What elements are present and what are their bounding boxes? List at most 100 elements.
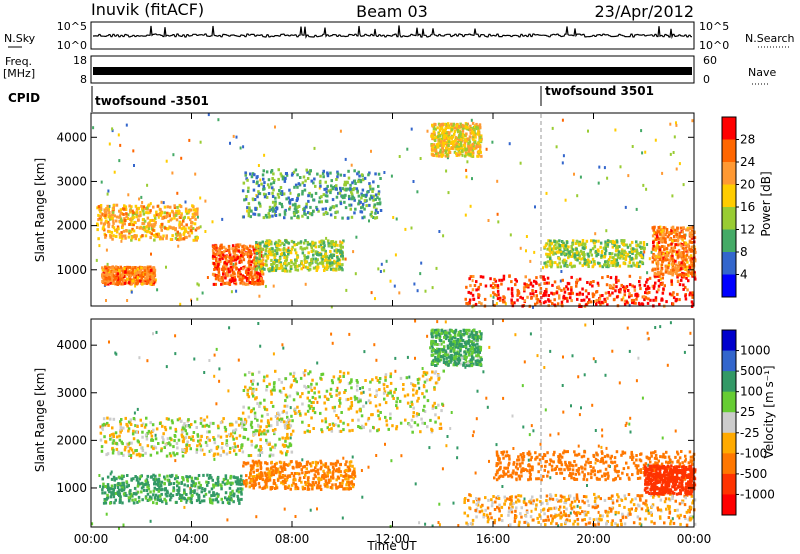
power-feature-0-cell [193, 213, 196, 217]
power-feature-0-cell [100, 221, 103, 225]
power-feature-7-cell [458, 151, 461, 155]
velocity-feature-0-cell [104, 440, 108, 444]
power-feature-2-cell [256, 278, 260, 282]
power-feature-0-cell [173, 216, 176, 220]
power-feature-1-cell [108, 270, 111, 274]
power-feature-6-cell [349, 187, 352, 191]
power-feature-3-cell [338, 265, 341, 269]
power-feature-6-cell [361, 194, 364, 198]
power-feature-2-cell [253, 270, 257, 274]
power-feature-3-cell [281, 241, 284, 245]
power-feature-0-cell [164, 226, 167, 230]
power-feature-0-cell [185, 211, 189, 215]
power-feature-3-cell [300, 267, 303, 271]
power-feature-5-cell [659, 239, 663, 243]
power-feature-7-cell [433, 133, 436, 137]
power-feature-8-cell [642, 241, 646, 244]
power-feature-1-cell [117, 281, 121, 285]
power-feature-2-cell [231, 279, 234, 283]
power-noise-cell [576, 194, 579, 198]
power-feature-7-cell [450, 122, 453, 126]
power-noise-cell [98, 244, 101, 248]
power-noise-cell [426, 129, 429, 133]
velocity-feature-1-cell [137, 480, 140, 484]
velocity-feature-0-cell [217, 434, 220, 438]
velocity-noise-cell [570, 404, 572, 408]
velocity-noise-cell [282, 346, 285, 350]
velocity-feature-0-cell [235, 436, 238, 440]
power-feature-8-cell [546, 255, 549, 259]
velocity-noise-cell [258, 433, 260, 437]
velocity-feature-0-cell [258, 428, 262, 432]
velocity-noise-cell [647, 337, 650, 341]
power-feature-0-cell [182, 219, 185, 223]
power-feature-6-cell [288, 207, 291, 211]
velocity-feature-1-cell [122, 481, 125, 485]
power-feature-6-cell [296, 210, 300, 214]
power-feature-4-cell [578, 277, 582, 281]
power-feature-3-cell [337, 267, 341, 271]
power-noise-cell [598, 165, 601, 169]
power-feature-8-cell [616, 248, 620, 252]
power-feature-1-cell [124, 270, 127, 274]
velocity-noise-cell [495, 443, 498, 447]
power-feature-2-cell [217, 267, 221, 271]
power-feature-6-cell [279, 192, 283, 195]
power-feature-3-cell [304, 239, 307, 243]
power-feature-1-cell [149, 280, 152, 284]
power-feature-8-cell [631, 252, 634, 255]
power-feature-0-cell [177, 238, 181, 242]
power-feature-5-cell [690, 236, 694, 240]
power-feature-5-cell [664, 240, 667, 243]
power-feature-2-cell [240, 266, 243, 270]
power-feature-7-cell [447, 144, 450, 147]
power-feature-2-cell [225, 272, 228, 276]
power-feature-2-cell [247, 249, 250, 253]
velocity-feature-0-cell [274, 428, 277, 431]
power-feature-4-cell [539, 287, 543, 290]
power-feature-3-cell [264, 249, 268, 252]
power-noise-cell [469, 204, 472, 208]
power-heatmap [92, 113, 697, 309]
power-feature-7-cell [442, 144, 445, 147]
power-feature-6-cell [374, 216, 377, 220]
power-feature-5-cell [690, 229, 694, 233]
power-feature-5-cell [658, 245, 661, 249]
velocity-feature-0-cell [219, 435, 223, 439]
power-feature-8-cell [631, 247, 635, 251]
power-feature-6-cell [320, 195, 323, 199]
power-feature-4-cell [612, 298, 616, 302]
power-feature-5-cell [689, 248, 692, 252]
velocity-noise-cell [105, 512, 108, 516]
power-feature-0-cell [179, 216, 182, 219]
power-feature-6-cell [254, 206, 257, 210]
power-feature-6-cell [325, 199, 329, 203]
power-noise-cell [470, 118, 473, 122]
power-feature-8-cell [624, 258, 628, 261]
power-feature-2-cell [234, 253, 238, 257]
power-feature-4-cell [596, 281, 600, 285]
power-feature-6-cell [369, 187, 372, 191]
power-feature-3-cell [276, 247, 279, 251]
power-feature-1-cell [120, 276, 123, 280]
velocity-noise-cell [208, 449, 211, 453]
power-feature-2-cell [228, 256, 232, 260]
power-feature-3-cell [324, 257, 328, 261]
power-feature-1-cell [131, 271, 134, 275]
power-feature-8-cell [630, 240, 634, 244]
power-feature-8-cell [583, 261, 587, 265]
power-feature-2-cell [219, 254, 222, 258]
power-feature-3-cell [336, 255, 339, 259]
power-feature-8-cell [552, 246, 556, 250]
velocity-feature-0-cell [203, 424, 207, 428]
power-feature-8-cell [635, 240, 638, 244]
velocity-feature-0-cell [250, 425, 254, 429]
power-feature-5-cell [687, 228, 690, 232]
power-noise-cell [263, 153, 266, 157]
power-feature-2-cell [248, 281, 252, 284]
power-feature-7-cell [438, 134, 442, 138]
power-feature-3-cell [261, 240, 264, 244]
power-feature-4-cell [500, 282, 503, 286]
power-feature-6-cell [343, 200, 346, 204]
power-feature-4-cell [611, 291, 614, 295]
